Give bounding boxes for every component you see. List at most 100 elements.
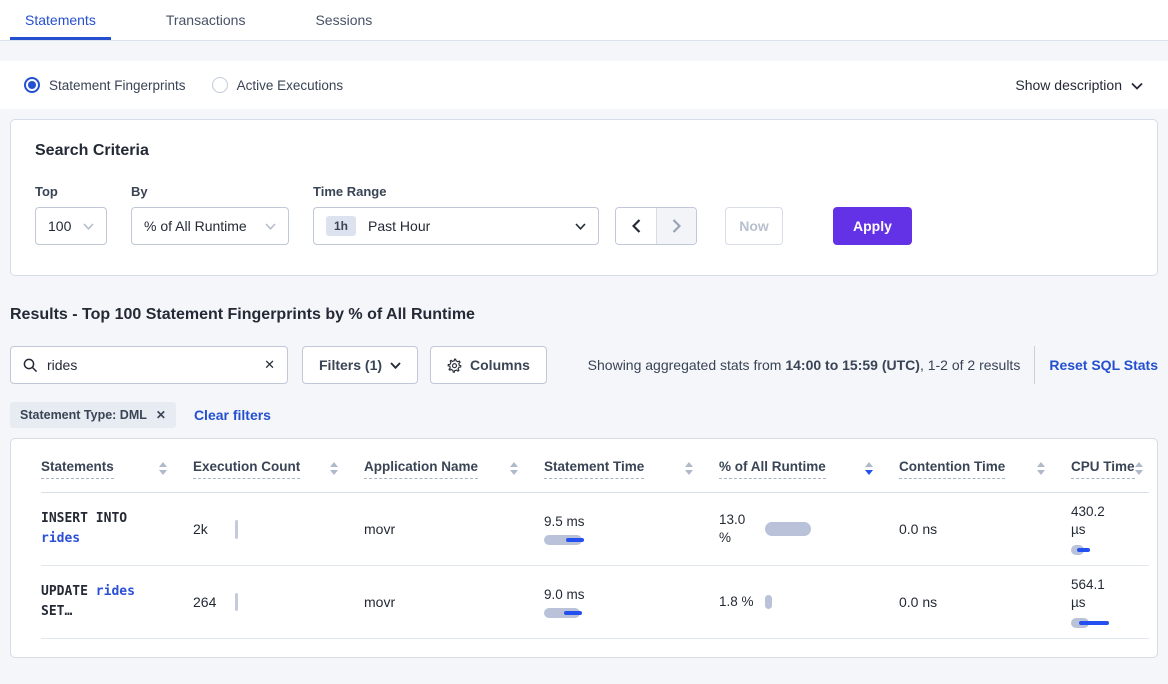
tab-statements[interactable]: Statements (10, 0, 111, 40)
search-criteria-title: Search Criteria (35, 142, 149, 159)
reset-sql-stats-link[interactable]: Reset SQL Stats (1049, 357, 1158, 373)
statement-time-bar (544, 534, 604, 545)
sort-icon[interactable] (685, 462, 693, 475)
column-header-execution-count[interactable]: Execution Count (193, 459, 364, 479)
column-header-application-name[interactable]: Application Name (364, 459, 544, 479)
time-range-value: Past Hour (368, 218, 431, 234)
statement-link[interactable]: rides (41, 531, 81, 546)
chevron-down-icon (83, 222, 94, 230)
column-label: Contention Time (899, 459, 1006, 479)
table-row[interactable]: UPDATE rides SET… 264 movr 9.0 ms 1.8 % … (41, 566, 1149, 639)
radio-active-executions[interactable]: Active Executions (211, 77, 343, 93)
sort-icon[interactable] (510, 462, 518, 475)
columns-label: Columns (470, 357, 530, 373)
column-label: CPU Time (1071, 459, 1135, 479)
now-button[interactable]: Now (725, 207, 783, 245)
columns-button[interactable]: Columns (430, 346, 547, 384)
pct-all-runtime-bar (765, 595, 772, 609)
filters-button[interactable]: Filters (1) (302, 346, 419, 384)
column-label: Statement Time (544, 459, 645, 479)
stats-suffix: , 1-2 of 2 results (919, 357, 1021, 373)
cpu-time-bar (1071, 545, 1131, 555)
column-label: Execution Count (193, 459, 301, 479)
search-criteria-controls: Top 100 By % of All Runtime Time Range 1… (35, 184, 1133, 245)
top-field: Top 100 (35, 184, 107, 245)
radio-statement-fingerprints-label: Statement Fingerprints (49, 77, 186, 93)
column-header-statement-time[interactable]: Statement Time (544, 459, 719, 479)
column-header-contention-time[interactable]: Contention Time (899, 459, 1071, 479)
aggregated-stats-text: Showing aggregated stats from 14:00 to 1… (588, 357, 1021, 373)
tab-sessions[interactable]: Sessions (315, 12, 373, 28)
search-input[interactable] (47, 357, 265, 373)
time-range-select[interactable]: 1h Past Hour (313, 207, 599, 245)
column-header-cpu-time[interactable]: CPU Time (1071, 459, 1149, 479)
top-select[interactable]: 100 (35, 207, 107, 245)
sql-keyword: INSERT INTO (41, 511, 128, 526)
statement-link[interactable]: rides (95, 584, 135, 599)
sort-icon[interactable] (330, 462, 338, 475)
sql-keyword: UPDATE (41, 584, 96, 599)
next-time-range-button[interactable] (656, 208, 696, 244)
toolbar-divider (1034, 346, 1036, 384)
execution-count-bar (235, 519, 238, 539)
column-header-pct-all-runtime[interactable]: % of All Runtime (719, 459, 899, 479)
search-box: ✕ (10, 346, 288, 384)
contention-time-cell: 0.0 ns (899, 594, 938, 610)
chevron-down-icon (390, 361, 401, 369)
results-toolbar: ✕ Filters (1) Columns Showing aggregated… (10, 346, 1158, 384)
statement-fingerprint-cell[interactable]: INSERT INTO rides (41, 509, 163, 549)
execution-count-bar (235, 593, 238, 611)
chevron-down-icon (1131, 82, 1143, 90)
sort-icon[interactable] (159, 462, 167, 475)
show-description-toggle[interactable]: Show description (1015, 77, 1143, 93)
chevron-down-icon (265, 222, 276, 230)
radio-statement-fingerprints[interactable]: Statement Fingerprints (24, 77, 186, 93)
view-toggle-bar: Statement Fingerprints Active Executions… (0, 61, 1168, 109)
pct-all-runtime-cell: 13.0 % (719, 511, 899, 547)
time-range-field: Time Range 1h Past Hour (313, 184, 599, 245)
stats-prefix: Showing aggregated stats from (587, 357, 786, 373)
show-description-label: Show description (1015, 77, 1122, 93)
by-label: By (131, 184, 148, 199)
chevron-down-icon (575, 222, 586, 230)
gear-icon (447, 358, 462, 373)
remove-filter-icon[interactable]: ✕ (155, 408, 166, 422)
sort-icon-active-desc[interactable] (865, 462, 873, 475)
filter-tag-statement-type[interactable]: Statement Type: DML ✕ (10, 402, 176, 428)
application-name-cell: movr (364, 521, 396, 537)
apply-button[interactable]: Apply (833, 207, 912, 245)
execution-count-cell: 2k (193, 519, 364, 539)
cpu-time-value: 564.1 µs (1071, 577, 1105, 610)
tab-transactions[interactable]: Transactions (165, 12, 246, 28)
cpu-time-value: 430.2 µs (1071, 504, 1105, 537)
sort-icon[interactable] (1135, 462, 1143, 475)
column-header-statements[interactable]: Statements (41, 459, 193, 479)
statement-time-cell: 9.5 ms (544, 514, 719, 545)
by-field: By % of All Runtime (131, 184, 289, 245)
top-select-value: 100 (48, 218, 72, 234)
sort-icon[interactable] (1037, 462, 1045, 475)
search-icon (23, 358, 38, 373)
column-label: % of All Runtime (719, 459, 826, 479)
radio-unselected-icon (211, 77, 228, 93)
cpu-time-cell: 564.1 µs (1071, 576, 1149, 628)
cpu-time-cell: 430.2 µs (1071, 503, 1149, 555)
time-range-badge: 1h (326, 216, 357, 236)
clear-search-icon[interactable]: ✕ (264, 357, 275, 372)
previous-time-range-button[interactable] (616, 208, 656, 244)
clear-filters-link[interactable]: Clear filters (193, 407, 271, 423)
results-heading: Results - Top 100 Statement Fingerprints… (10, 306, 475, 323)
by-select[interactable]: % of All Runtime (131, 207, 289, 245)
radio-selected-icon (24, 77, 40, 93)
application-name-cell: movr (364, 594, 396, 610)
filters-label: Filters (1) (319, 357, 383, 373)
stats-interval: 14:00 to 15:59 (UTC) (785, 357, 920, 373)
table-row[interactable]: INSERT INTO rides 2k movr 9.5 ms 13.0 % … (41, 493, 1149, 566)
cpu-time-bar (1071, 618, 1131, 628)
view-radio-group: Statement Fingerprints Active Executions (24, 77, 343, 93)
statement-fingerprint-cell[interactable]: UPDATE rides SET… (41, 582, 163, 622)
statements-table-card: Statements Execution Count Application N… (10, 438, 1158, 658)
column-label: Application Name (364, 459, 479, 479)
statement-time-value: 9.5 ms (544, 513, 585, 529)
execution-count-cell: 264 (193, 593, 364, 611)
